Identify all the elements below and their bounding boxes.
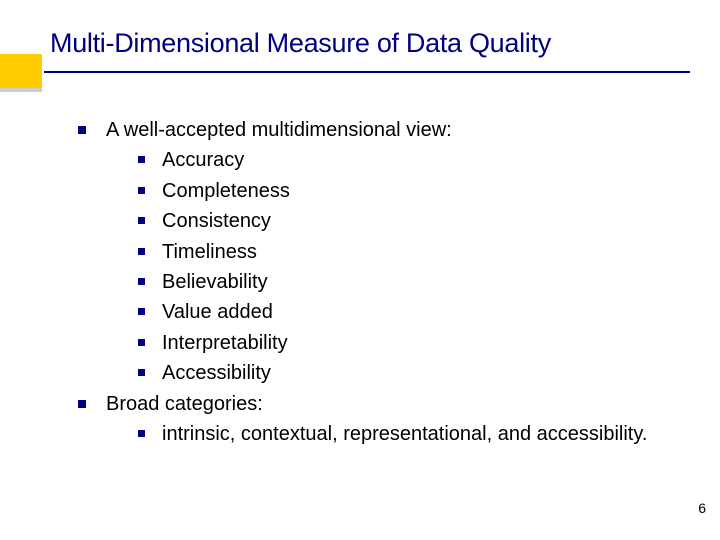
bullet-marker [78,400,86,408]
list-item: Broad categories: [78,391,670,417]
list-item-text: Broad categories: [106,391,263,417]
page-number: 6 [698,500,706,516]
bullet-marker [138,156,145,163]
list-item: Believability [138,269,670,295]
bullet-marker [78,126,86,134]
list-item-text: Accessibility [162,360,271,386]
list-item-text: Consistency [162,208,271,234]
slide: Multi-Dimensional Measure of Data Qualit… [0,0,720,540]
list-item: Consistency [138,208,670,234]
list-item-text: Completeness [162,178,290,204]
list-item: intrinsic, contextual, representational,… [138,421,670,447]
list-item: Interpretability [138,330,670,356]
list-item: Accuracy [138,147,670,173]
title-area: Multi-Dimensional Measure of Data Qualit… [50,28,670,73]
slide-title: Multi-Dimensional Measure of Data Qualit… [50,28,670,59]
list-item: Accessibility [138,360,670,386]
list-item-text: Interpretability [162,330,288,356]
list-item-text: Value added [162,299,273,325]
bullet-marker [138,369,145,376]
list-item-text: Believability [162,269,268,295]
list-item-text: Timeliness [162,239,257,265]
bullet-marker [138,217,145,224]
list-item-text: Accuracy [162,147,244,173]
list-item: Value added [138,299,670,325]
accent-block [0,54,42,88]
list-item-text: intrinsic, contextual, representational,… [162,421,647,447]
list-item: Completeness [138,178,670,204]
bullet-marker [138,308,145,315]
list-item: A well-accepted multidimensional view: [78,117,670,143]
bullet-marker [138,430,145,437]
bullet-marker [138,278,145,285]
content-area: A well-accepted multidimensional view: A… [50,117,670,520]
title-rule [44,71,690,73]
bullet-marker [138,187,145,194]
bullet-marker [138,339,145,346]
list-item-text: A well-accepted multidimensional view: [106,117,452,143]
bullet-marker [138,248,145,255]
list-item: Timeliness [138,239,670,265]
